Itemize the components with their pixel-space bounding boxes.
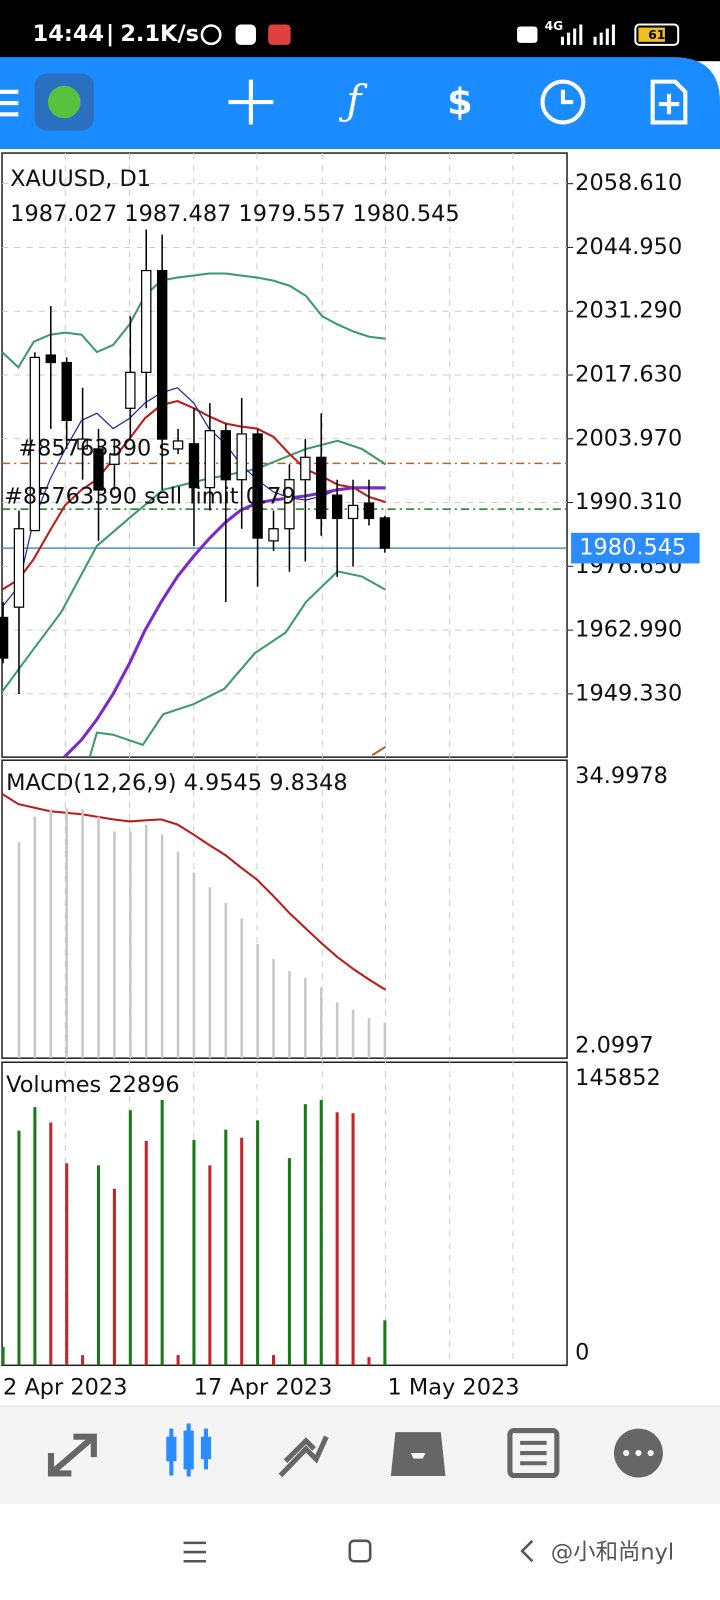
macd-label: MACD(12,26,9) 4.9545 9.8348 — [6, 770, 348, 796]
price-tick-label: 1962.990 — [575, 617, 682, 643]
alarm-icon — [200, 24, 222, 46]
battery-level — [638, 27, 665, 42]
volume-max: 145852 — [575, 1065, 661, 1091]
candle-body — [29, 356, 41, 532]
candle-body — [141, 269, 152, 373]
app-logo-mark — [47, 85, 81, 119]
current-price-label: 1980.545 — [579, 535, 686, 561]
price-tick-label: 2031.290 — [575, 298, 682, 324]
order-label: #85763390 sell limit 0.79 — [4, 483, 296, 509]
marks — [0, 229, 391, 1366]
template-icon[interactable] — [650, 79, 688, 125]
bottom-nav — [0, 1406, 720, 1505]
bollinger-middle — [1, 439, 387, 693]
price-tick-label: 2003.970 — [575, 425, 682, 451]
trade-icon[interactable]: $ — [447, 81, 473, 124]
news-tab[interactable] — [507, 1428, 560, 1479]
menu-icon[interactable] — [0, 89, 19, 117]
date-label: 2 Apr 2023 — [3, 1374, 127, 1400]
news-lines — [520, 1440, 547, 1466]
candle-body — [125, 371, 136, 409]
network-type: 4G — [545, 19, 564, 33]
crosshair-icon[interactable] — [228, 79, 274, 125]
back-button[interactable] — [520, 1539, 534, 1563]
hd-icon — [517, 26, 538, 43]
candle-body — [172, 440, 184, 450]
chat-dot — [635, 1450, 642, 1457]
candle-body — [268, 528, 279, 542]
candle-body — [316, 456, 327, 520]
candle-body — [77, 438, 88, 450]
status-sep: | — [106, 21, 114, 47]
order-label: #85763390 s — [18, 435, 170, 461]
status-bar — [0, 0, 720, 62]
current-price-box — [571, 532, 700, 564]
candle-body — [236, 433, 247, 481]
app-icon — [268, 24, 291, 45]
toolbar — [0, 57, 720, 149]
price-tick-label: 1990.310 — [575, 489, 682, 515]
timeframe-hand — [560, 89, 574, 105]
status-speed: 2.1K/s — [120, 21, 199, 47]
bollinger-upper — [1, 272, 386, 369]
price-tick-label: 1949.330 — [575, 680, 682, 706]
timeframe-icon[interactable] — [540, 79, 586, 125]
watermark: @小和尚nyl — [551, 1540, 674, 1566]
moving-average-brown — [371, 746, 387, 756]
candle-body — [284, 479, 295, 530]
candle-body — [252, 433, 263, 539]
macd-max: 34.9978 — [575, 763, 668, 789]
candle-body — [363, 502, 375, 520]
home-button[interactable] — [348, 1539, 372, 1563]
candle-body — [331, 494, 343, 520]
volume-panel — [1, 1061, 568, 1367]
quotes-tab[interactable] — [47, 1433, 97, 1477]
history-tab[interactable] — [390, 1432, 446, 1477]
volume-label: Volumes 22896 — [6, 1072, 180, 1098]
candle-body — [13, 528, 25, 608]
status-time: 14:44 — [33, 21, 104, 47]
symbol: XAUUSD, D1 — [10, 166, 151, 192]
chart-tab[interactable] — [166, 1423, 212, 1477]
system-nav — [183, 1539, 534, 1563]
signal-icon — [560, 24, 615, 45]
candle-body — [0, 616, 9, 659]
app-icon — [235, 24, 256, 45]
candle-body — [156, 269, 168, 440]
candle-body — [220, 430, 231, 481]
ohlc: 1987.027 1987.487 1979.557 1980.545 — [10, 201, 460, 227]
price-tick-label: 2058.610 — [575, 170, 682, 196]
recent-button[interactable] — [183, 1541, 207, 1563]
battery-text: 61 — [648, 28, 665, 42]
candle-body — [188, 443, 200, 489]
candle-body — [45, 354, 56, 364]
candle-body — [347, 504, 359, 520]
candle-body — [109, 453, 120, 465]
candle-body — [379, 517, 391, 549]
volume-min: 0 — [575, 1340, 589, 1366]
price-tick-label: 2044.950 — [575, 234, 682, 260]
chat-dot — [623, 1450, 630, 1457]
chat-dot — [647, 1450, 654, 1457]
macd-min: 2.0997 — [575, 1032, 653, 1058]
price-tick-label: 2017.630 — [575, 361, 682, 387]
date-label: 1 May 2023 — [388, 1374, 520, 1400]
date-label: 17 Apr 2023 — [194, 1374, 333, 1400]
candle-body — [61, 361, 72, 422]
candle-body — [300, 456, 311, 481]
candle-body — [93, 448, 104, 491]
battery-icon — [634, 23, 680, 46]
candle-body — [204, 430, 216, 489]
trade-tab[interactable] — [278, 1435, 329, 1478]
